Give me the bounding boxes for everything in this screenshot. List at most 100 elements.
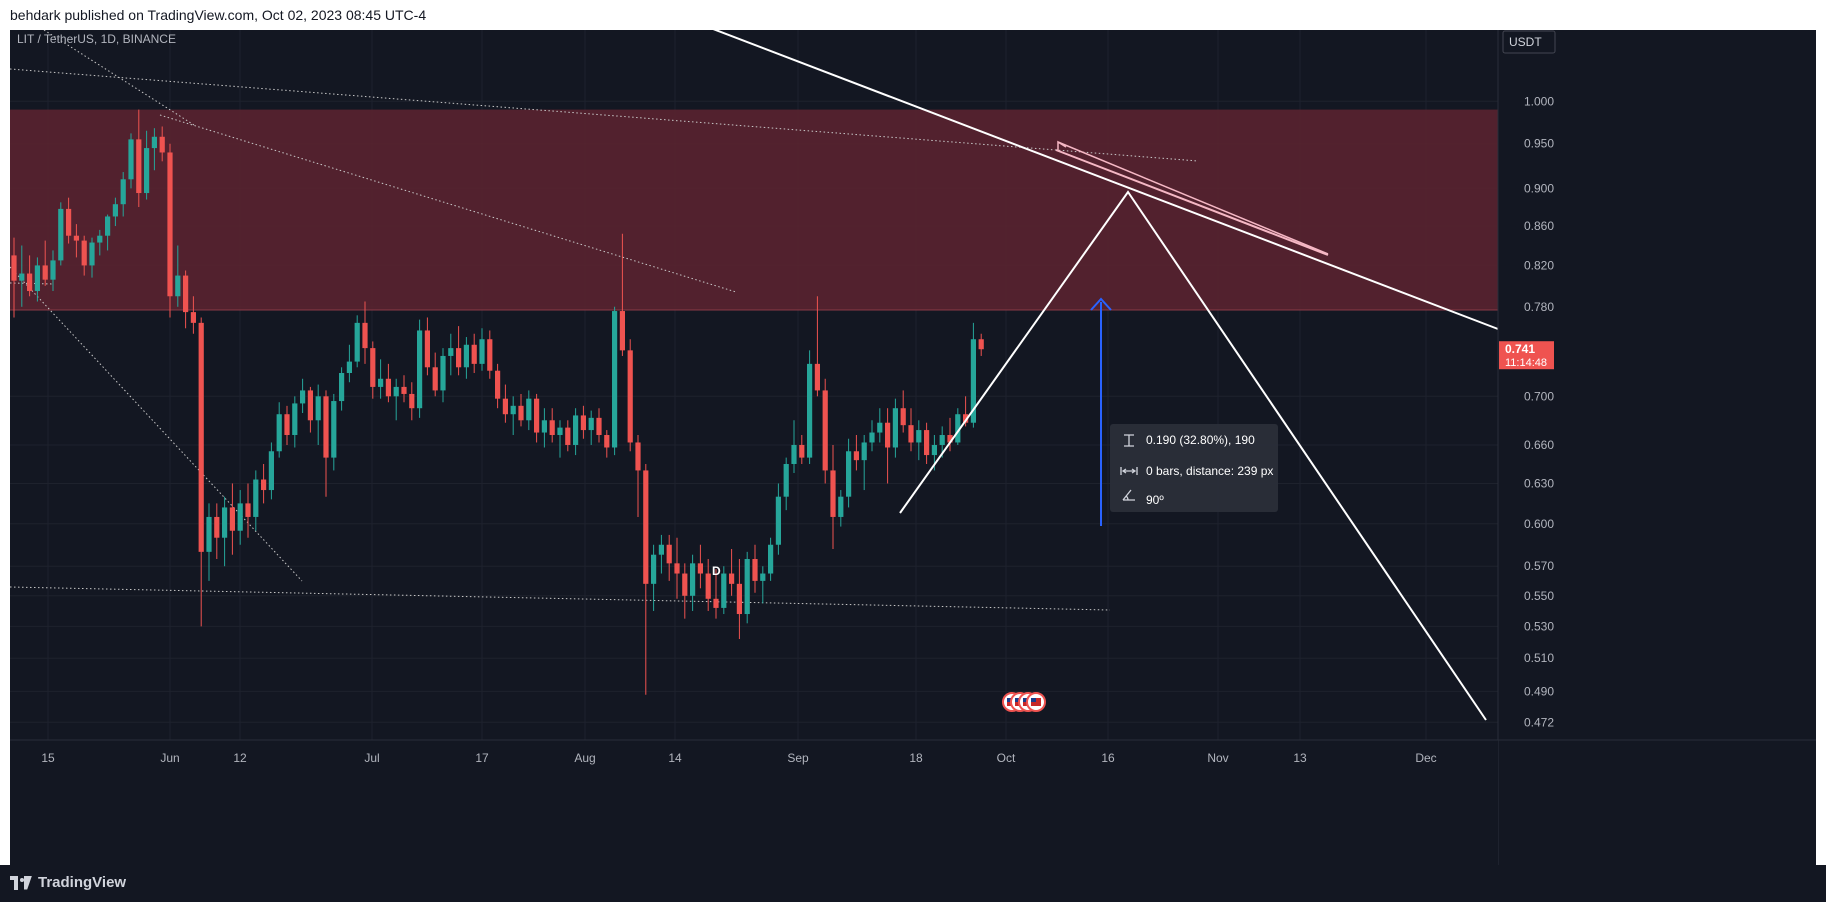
candle-body[interactable]	[456, 348, 462, 368]
candle-body[interactable]	[596, 417, 602, 436]
candle-body[interactable]	[479, 339, 485, 364]
candle-body[interactable]	[424, 330, 430, 368]
candle-body[interactable]	[417, 330, 423, 409]
candle-body[interactable]	[541, 420, 547, 433]
candle-body[interactable]	[471, 344, 477, 364]
time-axis[interactable]	[10, 740, 1498, 865]
candle-body[interactable]	[885, 422, 891, 448]
candle-body[interactable]	[214, 516, 220, 538]
candle-body[interactable]	[549, 420, 555, 436]
currency-button[interactable]	[1502, 30, 1556, 54]
candle-body[interactable]	[627, 350, 633, 443]
candle-body[interactable]	[877, 422, 883, 433]
candle-body[interactable]	[385, 378, 391, 397]
candle-body[interactable]	[775, 496, 781, 545]
candle-body[interactable]	[183, 275, 189, 313]
candle-body[interactable]	[900, 408, 906, 426]
candle-body[interactable]	[635, 442, 641, 471]
candle-body[interactable]	[916, 430, 922, 443]
candle-body[interactable]	[19, 273, 25, 281]
candle-body[interactable]	[557, 427, 563, 436]
candle-body[interactable]	[861, 442, 867, 461]
candle-body[interactable]	[120, 179, 126, 205]
candle-body[interactable]	[11, 255, 17, 281]
candle-body[interactable]	[440, 355, 446, 391]
candle-body[interactable]	[963, 414, 969, 423]
candle-body[interactable]	[666, 544, 672, 564]
candle-body[interactable]	[487, 339, 493, 371]
candle-body[interactable]	[58, 208, 64, 261]
candle-body[interactable]	[448, 348, 454, 356]
candle-body[interactable]	[838, 496, 844, 517]
candle-body[interactable]	[939, 435, 945, 445]
pink-trendline-lower[interactable]	[1055, 149, 1329, 256]
candle-body[interactable]	[362, 322, 368, 349]
candle-body[interactable]	[495, 370, 501, 399]
candle-body[interactable]	[619, 311, 625, 351]
candle-body[interactable]	[768, 544, 774, 574]
dotted-short-line[interactable]	[10, 282, 55, 285]
candle-body[interactable]	[721, 573, 727, 608]
candle-body[interactable]	[159, 136, 165, 153]
candle-body[interactable]	[73, 235, 79, 241]
candle-body[interactable]	[830, 470, 836, 517]
candle-body[interactable]	[604, 435, 610, 448]
candle-body[interactable]	[66, 208, 72, 236]
candle-body[interactable]	[97, 235, 103, 243]
candle-body[interactable]	[128, 139, 134, 180]
candle-body[interactable]	[736, 583, 742, 615]
candle-body[interactable]	[783, 463, 789, 497]
candle-body[interactable]	[970, 339, 976, 423]
candle-body[interactable]	[955, 414, 961, 443]
candle-body[interactable]	[276, 414, 282, 452]
candle-body[interactable]	[222, 507, 228, 538]
candle-body[interactable]	[526, 398, 532, 421]
candle-body[interactable]	[339, 373, 345, 402]
candle-body[interactable]	[752, 559, 758, 581]
candle-body[interactable]	[378, 378, 384, 387]
dotted-trendline-steep[interactable]	[43, 30, 195, 126]
candle-body[interactable]	[682, 573, 688, 596]
candle-body[interactable]	[612, 311, 618, 448]
resistance-zone[interactable]	[10, 109, 1498, 310]
dotted-support-line[interactable]	[10, 586, 1111, 611]
dotted-trendline-upper[interactable]	[10, 68, 1199, 162]
candle-body[interactable]	[846, 451, 852, 497]
candle-body[interactable]	[354, 322, 360, 362]
candle-body[interactable]	[799, 444, 805, 458]
candle-body[interactable]	[674, 563, 680, 574]
candle-body[interactable]	[651, 554, 657, 584]
candle-body[interactable]	[690, 563, 696, 596]
candle-body[interactable]	[744, 559, 750, 615]
candle-body[interactable]	[814, 363, 820, 391]
candle-body[interactable]	[518, 405, 524, 421]
pink-trendline-upper[interactable]	[1057, 141, 1329, 255]
candle-body[interactable]	[175, 275, 181, 297]
candle-body[interactable]	[27, 273, 33, 292]
candle-body[interactable]	[261, 479, 267, 491]
candle-body[interactable]	[105, 216, 111, 236]
candle-body[interactable]	[323, 396, 329, 458]
candle-body[interactable]	[50, 260, 56, 280]
candle-body[interactable]	[245, 503, 251, 517]
chart-panel[interactable]: 0.190 (32.80%), 190 0 bars, distance: 239…	[10, 30, 1816, 865]
candle-body[interactable]	[807, 363, 813, 458]
candle-body[interactable]	[292, 403, 298, 436]
candle-body[interactable]	[89, 242, 95, 266]
tradingview-brand[interactable]: TradingView	[10, 874, 126, 891]
candle-body[interactable]	[268, 451, 274, 491]
projected-path[interactable]	[899, 190, 1487, 721]
candle-body[interactable]	[136, 139, 142, 194]
candle-body[interactable]	[463, 344, 469, 368]
candle-body[interactable]	[534, 398, 540, 433]
candle-body[interactable]	[112, 204, 118, 217]
candle-body[interactable]	[432, 367, 438, 391]
candle-body[interactable]	[401, 386, 407, 394]
candle-body[interactable]	[729, 573, 735, 584]
candle-body[interactable]	[307, 390, 313, 421]
candle-body[interactable]	[190, 312, 196, 323]
candle-body[interactable]	[705, 573, 711, 599]
candle-body[interactable]	[573, 415, 579, 445]
candle-body[interactable]	[300, 390, 306, 404]
candle-body[interactable]	[237, 503, 243, 531]
